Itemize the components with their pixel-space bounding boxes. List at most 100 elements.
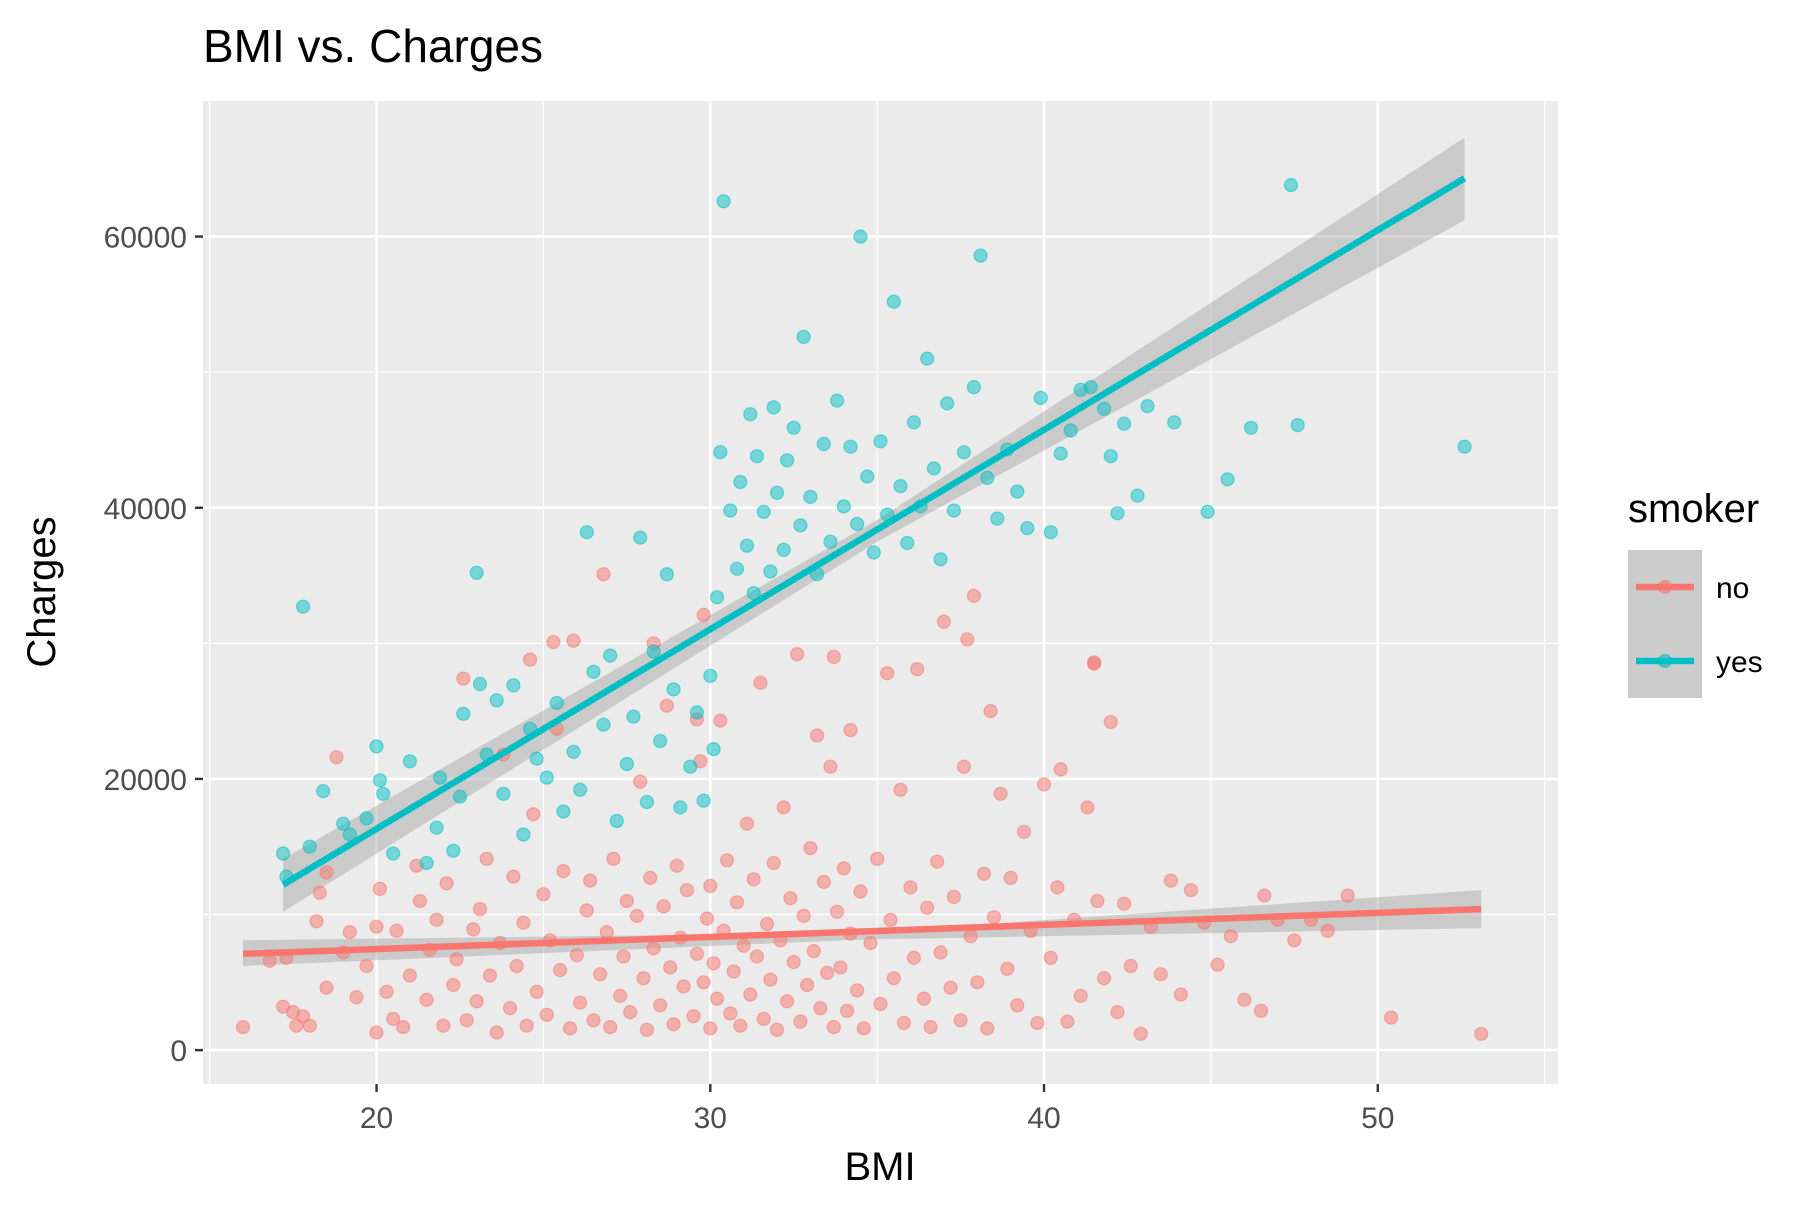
point-no (1257, 888, 1272, 903)
point-no (1116, 896, 1132, 911)
point-yes (1110, 506, 1125, 521)
point-no (522, 652, 538, 667)
point-no (1210, 957, 1225, 972)
point-yes (452, 789, 468, 804)
point-yes (893, 479, 908, 494)
point-no (1080, 800, 1095, 815)
point-no (1253, 1003, 1269, 1018)
point-yes (603, 648, 618, 663)
point-yes (506, 678, 521, 693)
point-yes (703, 668, 718, 684)
axes: 20 30 40 50 0 20000 40000 60000 (104, 222, 1395, 1135)
point-yes (779, 453, 795, 468)
point-no (235, 1019, 251, 1035)
point-yes (683, 759, 698, 774)
point-no (606, 851, 621, 867)
point-no (799, 977, 815, 993)
point-no (419, 992, 434, 1008)
point-yes (689, 705, 705, 720)
point-yes (1043, 525, 1058, 540)
point-no (1030, 1015, 1045, 1031)
point-yes (596, 717, 611, 732)
point-no (509, 958, 524, 974)
point-yes (579, 525, 594, 540)
plot-panel (203, 101, 1558, 1084)
point-no (739, 816, 755, 831)
point-no (663, 960, 678, 975)
point-no (646, 941, 661, 956)
point-yes (342, 827, 357, 842)
point-no (833, 960, 848, 975)
point-no (1096, 971, 1112, 986)
point-no (930, 854, 945, 869)
point-no (816, 874, 831, 890)
point-yes (549, 695, 564, 711)
point-no (793, 1014, 808, 1029)
point-no (980, 1021, 995, 1036)
point-no (870, 851, 885, 867)
point-no (302, 1018, 317, 1033)
point-no (826, 649, 841, 665)
point-no (719, 853, 735, 868)
point-yes (946, 503, 962, 518)
point-no (756, 1011, 771, 1027)
point-no (839, 1003, 855, 1018)
point-no (836, 861, 851, 876)
point-no (296, 1009, 311, 1024)
point-no (439, 876, 454, 891)
point-no (459, 1013, 474, 1028)
point-no (880, 666, 895, 681)
point-no (546, 634, 561, 650)
point-yes (456, 706, 471, 721)
point-yes (1063, 423, 1078, 438)
point-yes (836, 499, 851, 514)
point-yes (866, 545, 881, 560)
legend-label-yes: yes (1716, 646, 1763, 679)
point-no (806, 943, 821, 959)
point-yes (920, 351, 935, 366)
point-yes (709, 590, 725, 605)
point-yes (763, 564, 778, 579)
point-no (709, 991, 725, 1006)
point-no (436, 1018, 451, 1033)
point-no (489, 1025, 504, 1040)
point-yes (673, 800, 688, 815)
point-no (1237, 992, 1252, 1008)
point-yes (756, 504, 771, 519)
point-no (916, 991, 932, 1006)
point-no (819, 965, 835, 980)
confidence-bands (243, 137, 1482, 966)
point-no (349, 990, 364, 1005)
point-no (789, 647, 805, 662)
point-no (506, 869, 521, 884)
point-yes (743, 407, 758, 422)
x-axis-label: BMI (844, 1145, 915, 1189)
point-no (319, 980, 334, 995)
point-no (539, 1007, 554, 1023)
x-tick-label: 30 (694, 1102, 727, 1135)
point-no (359, 958, 374, 974)
point-yes (853, 229, 868, 244)
point-no (1287, 933, 1302, 948)
point-no (953, 1013, 968, 1028)
point-no (1000, 961, 1015, 976)
point-yes (729, 561, 745, 576)
point-no (479, 851, 494, 867)
point-no (469, 994, 484, 1009)
point-no (776, 800, 791, 815)
point-no (796, 908, 811, 924)
point-no (593, 967, 608, 982)
point-no (783, 891, 798, 906)
point-no (993, 786, 1008, 801)
point-yes (873, 434, 888, 449)
point-yes (296, 599, 311, 614)
point-yes (566, 744, 581, 759)
point-no (329, 750, 344, 765)
point-no (1173, 987, 1189, 1002)
point-yes (706, 741, 721, 757)
point-no (1060, 1014, 1075, 1029)
point-no (1163, 873, 1179, 888)
point-no (829, 904, 845, 919)
point-yes (956, 445, 972, 460)
